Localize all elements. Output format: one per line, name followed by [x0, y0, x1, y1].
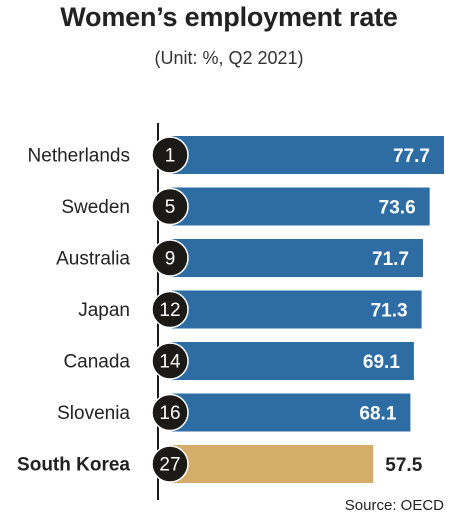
category-label: Netherlands	[28, 146, 130, 167]
value-label: 69.1	[363, 352, 400, 373]
rank-label: 14	[159, 352, 181, 373]
category-label: South Korea	[17, 455, 130, 476]
bar	[172, 290, 422, 329]
category-label: Sweden	[61, 197, 130, 218]
category-label: Canada	[63, 352, 130, 373]
category-label: Japan	[78, 300, 130, 321]
rank-circle	[151, 393, 189, 432]
rank-circle	[151, 187, 189, 226]
bar	[172, 393, 411, 432]
rank-circle	[151, 136, 189, 174]
rank-circle	[151, 342, 189, 380]
bar-highlight	[172, 445, 374, 483]
bar	[172, 342, 414, 380]
rank-label: 1	[165, 146, 176, 167]
rank-circle	[151, 445, 189, 483]
chart-title: Women’s employment rate	[60, 2, 398, 32]
bar	[172, 136, 444, 174]
value-label: 73.6	[379, 198, 416, 219]
rank-label: 9	[165, 249, 176, 270]
rank-circle	[151, 239, 189, 277]
chart-subtitle: (Unit: %, Q2 2021)	[154, 48, 304, 68]
category-label: Slovenia	[57, 403, 130, 424]
bar	[172, 187, 430, 226]
value-label: 68.1	[359, 404, 396, 425]
rank-label: 27	[159, 455, 180, 476]
rank-label: 16	[159, 403, 180, 424]
value-label: 71.7	[372, 249, 409, 270]
category-label: Australia	[56, 249, 130, 270]
rank-label: 12	[159, 300, 180, 321]
source-note: Source: OECD	[344, 497, 444, 514]
rank-circle	[151, 290, 189, 329]
bar	[172, 239, 423, 277]
value-label: 57.5	[385, 455, 422, 476]
value-label: 71.3	[371, 301, 408, 322]
value-label: 77.7	[393, 146, 430, 167]
rank-label: 5	[165, 197, 176, 218]
